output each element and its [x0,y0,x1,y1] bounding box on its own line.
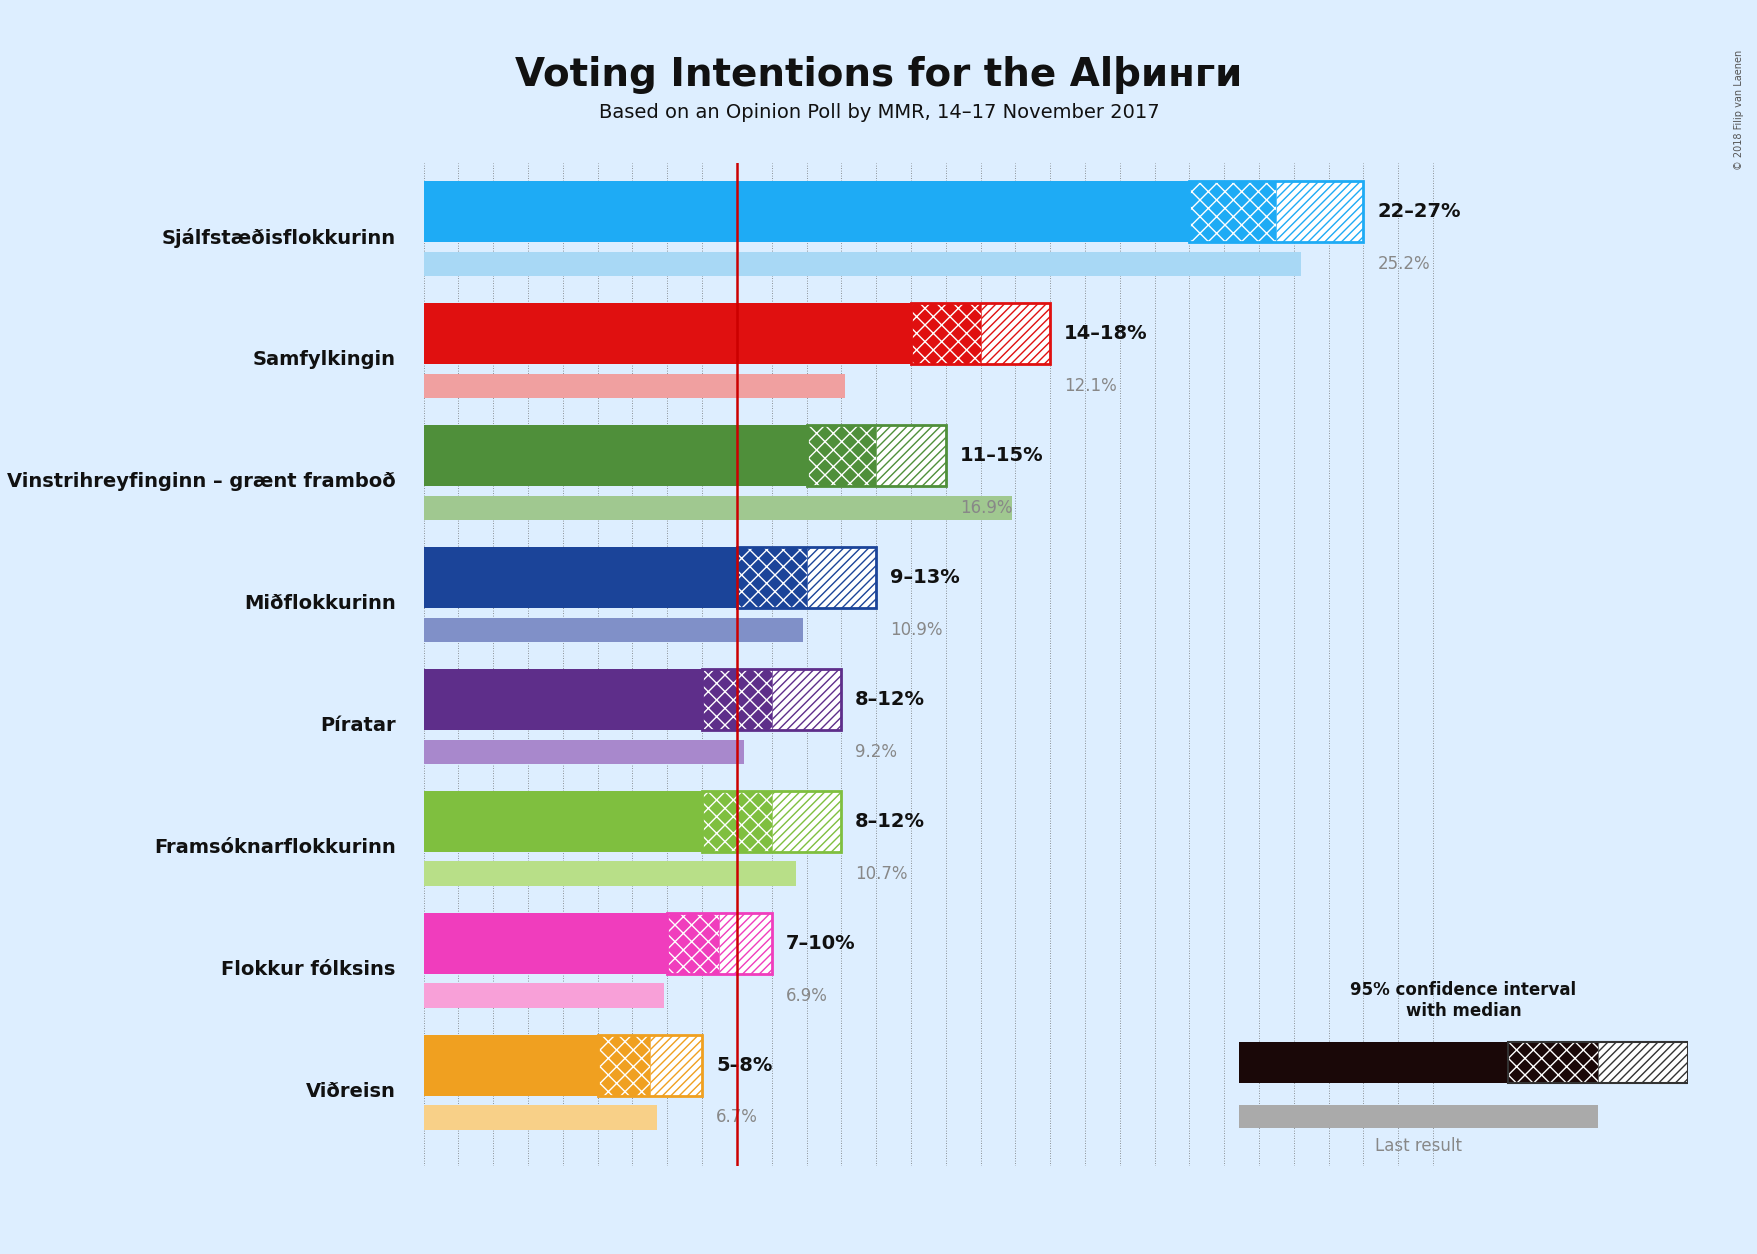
Bar [806,547,875,608]
Bar [701,668,842,730]
Bar [423,668,701,730]
Bar [423,303,910,364]
Bar [423,1105,657,1130]
Text: Last result: Last result [1374,1137,1462,1155]
Text: 95% confidence interval
with median: 95% confidence interval with median [1349,981,1576,1020]
Bar [668,913,771,973]
Bar [650,1035,701,1096]
Bar [423,1035,597,1096]
Bar [1508,1042,1597,1082]
Bar [806,425,945,487]
Bar [423,495,1012,520]
Text: 14–18%: 14–18% [1063,325,1147,344]
Bar [980,303,1049,364]
Text: 7–10%: 7–10% [785,934,854,953]
Bar [701,791,771,851]
Text: 16.9%: 16.9% [959,499,1012,517]
Text: 10.7%: 10.7% [854,865,907,883]
Text: Sjálfstæðisflokkurinn: Sjálfstæðisflokkurinn [162,228,395,248]
Text: 9–13%: 9–13% [889,568,959,587]
Bar [668,913,719,973]
Bar [597,1035,650,1096]
Bar [423,861,796,885]
Text: 10.9%: 10.9% [889,621,942,638]
Bar [597,1035,701,1096]
Bar [423,374,845,399]
Bar [736,547,875,608]
Text: 8–12%: 8–12% [854,811,924,830]
Bar [875,425,945,487]
Text: Viðreisn: Viðreisn [306,1082,395,1101]
Bar [423,182,1189,242]
Bar [1276,182,1363,242]
Text: Píratar: Píratar [320,716,395,735]
Bar [1239,1105,1597,1127]
Bar [1189,182,1363,242]
Text: 11–15%: 11–15% [959,446,1042,465]
Text: 5–8%: 5–8% [715,1056,771,1075]
Bar [423,618,803,642]
Bar [806,425,875,487]
Text: 25.2%: 25.2% [1377,256,1428,273]
Text: Miðflokkurinn: Miðflokkurinn [244,594,395,613]
Bar [423,547,736,608]
Bar [771,791,842,851]
Text: 6.7%: 6.7% [715,1109,757,1126]
Text: Vinstrihreyfinginn – grænt framboð: Vinstrihreyfinginn – grænt framboð [7,473,395,492]
Bar [423,791,701,851]
Bar [736,547,806,608]
Text: Based on an Opinion Poll by MMR, 14–17 November 2017: Based on an Opinion Poll by MMR, 14–17 N… [599,103,1158,122]
Bar [910,303,980,364]
Text: © 2018 Filip van Laenen: © 2018 Filip van Laenen [1732,50,1743,171]
Text: Framsóknarflokkurinn: Framsóknarflokkurinn [155,838,395,856]
Bar [701,791,842,851]
Bar [1597,1042,1687,1082]
Text: 12.1%: 12.1% [1063,377,1116,395]
Bar [423,913,668,973]
Bar [701,668,771,730]
Bar [1239,1042,1508,1082]
Bar [423,740,743,764]
Bar [719,913,771,973]
Bar [910,303,1049,364]
Text: 6.9%: 6.9% [785,987,828,1004]
Text: Samfylkingin: Samfylkingin [253,350,395,370]
Text: 9.2%: 9.2% [854,742,896,761]
Bar [1508,1042,1687,1082]
Text: Flokkur fólksins: Flokkur fólksins [221,959,395,979]
Bar [1189,182,1276,242]
Text: 22–27%: 22–27% [1377,202,1460,221]
Bar [423,252,1300,276]
Text: 8–12%: 8–12% [854,690,924,709]
Bar [423,425,806,487]
Bar [771,668,842,730]
Text: Voting Intentions for the Alþинги: Voting Intentions for the Alþинги [515,56,1242,94]
Bar [423,983,664,1008]
